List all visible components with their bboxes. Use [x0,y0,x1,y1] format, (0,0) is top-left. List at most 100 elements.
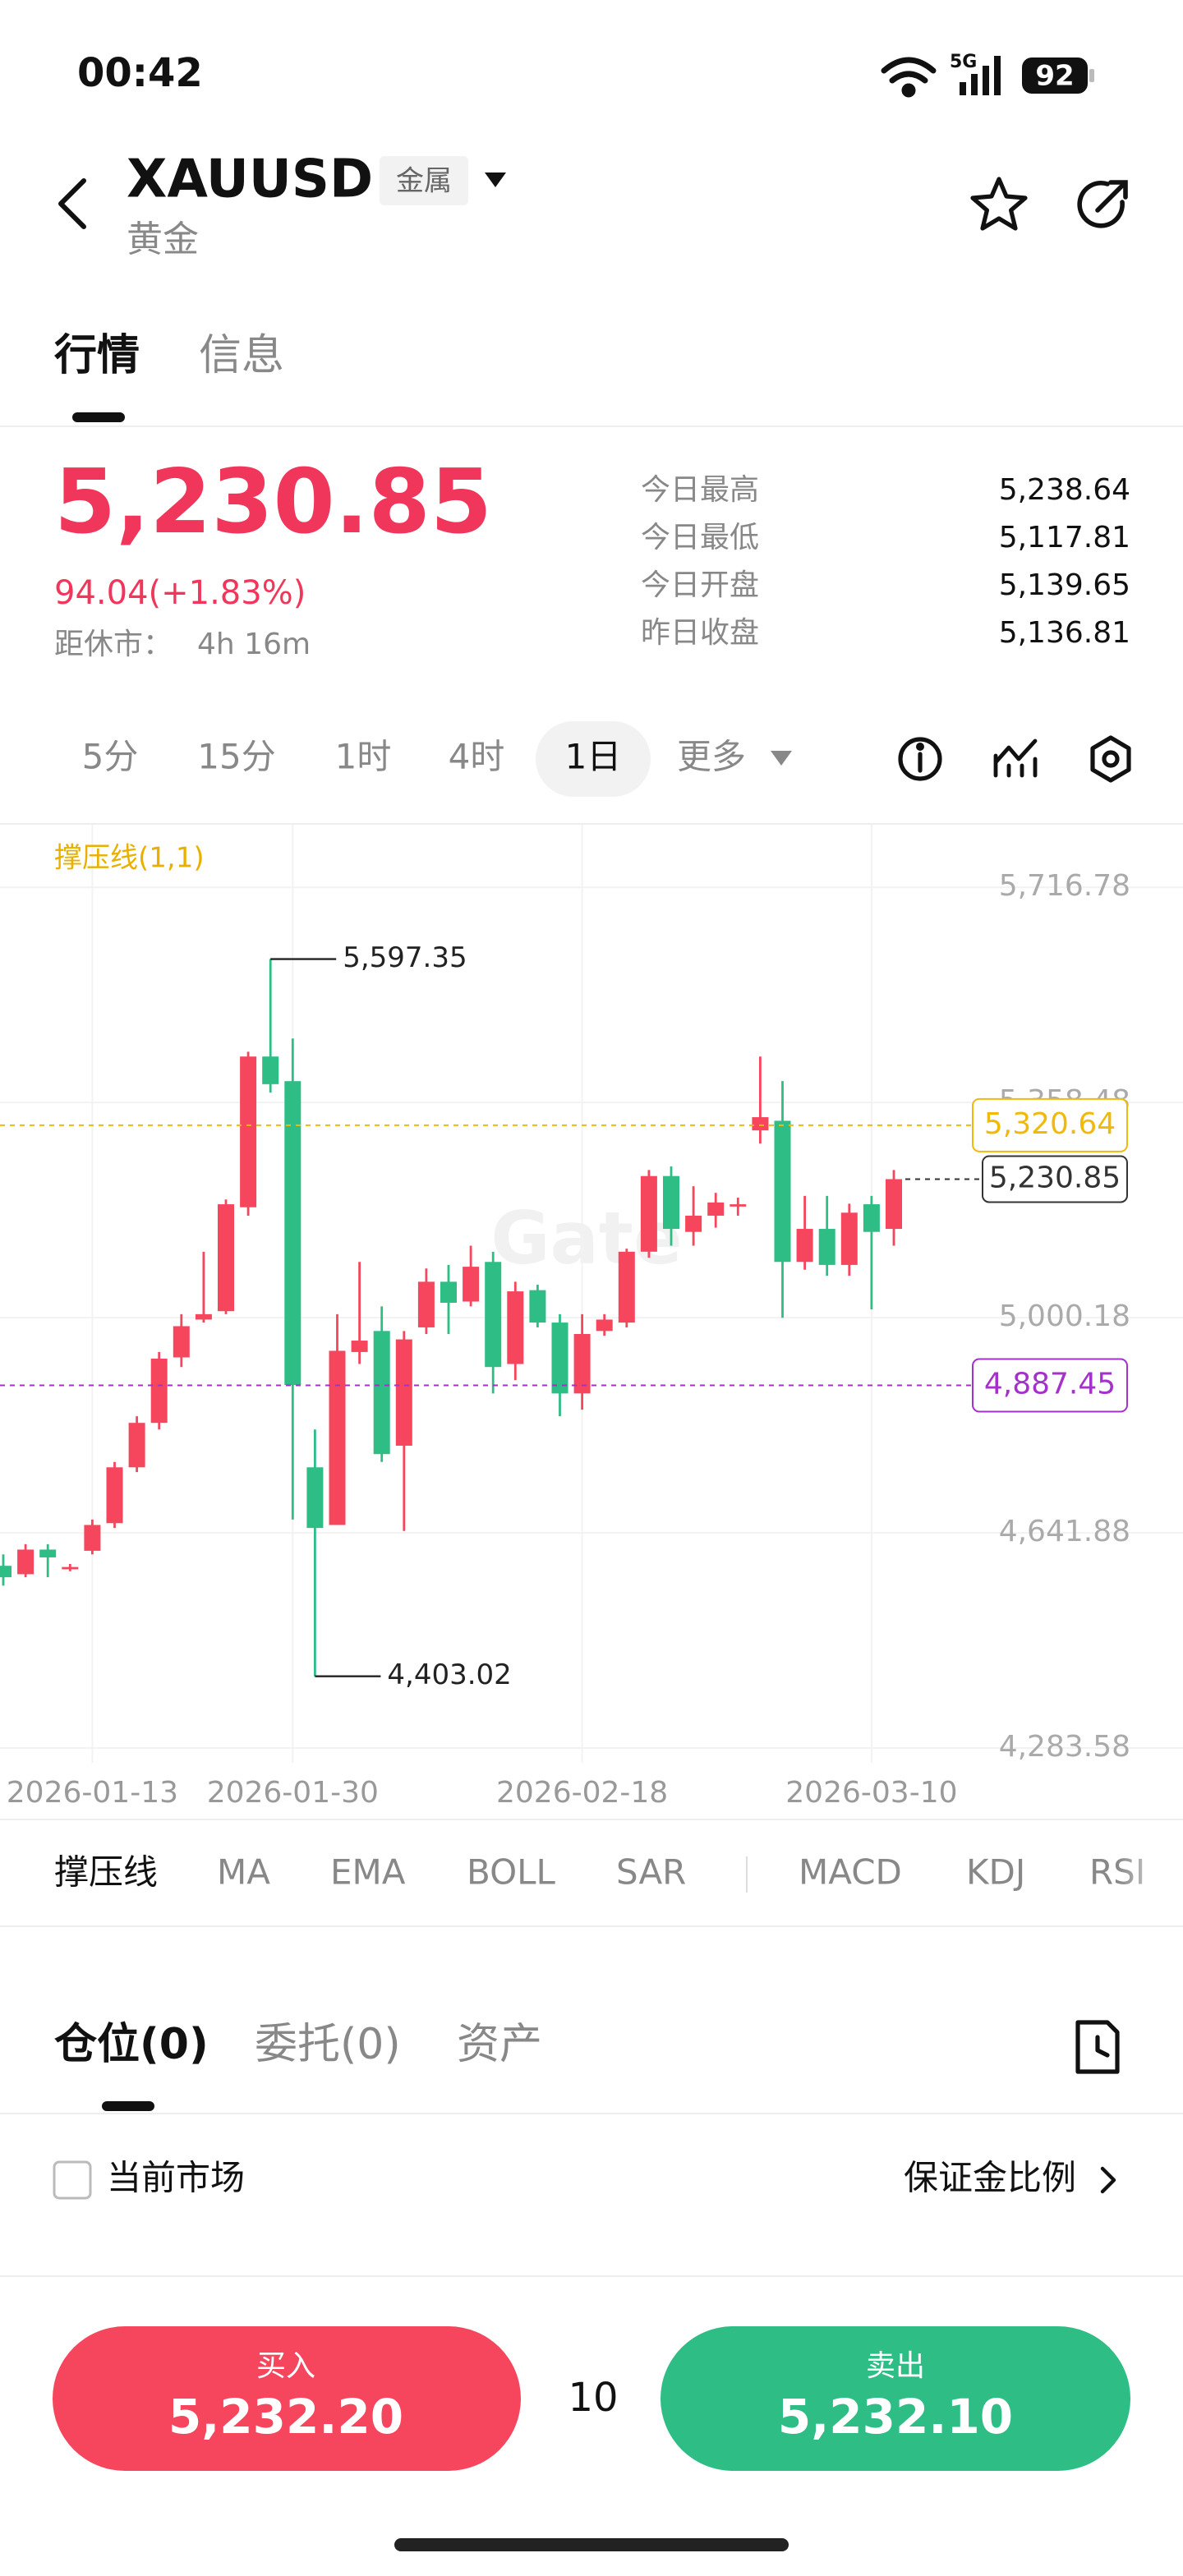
buy-button[interactable] [53,2326,521,2471]
candle-body [685,1215,702,1232]
last-price: 5,230.85 [54,451,492,554]
x-tick-label: 2026-03-10 [785,1776,957,1810]
candle-body [663,1175,679,1230]
tab-indicator [72,412,125,422]
market-checkbox[interactable] [53,2160,92,2200]
candle-body [840,1212,858,1265]
candle-body [39,1549,57,1557]
share-button[interactable] [1077,180,1128,228]
stat-value: 5,136.81 [999,616,1130,650]
divider [0,823,1183,825]
status-time: 00:42 [77,50,203,96]
timeframe[interactable]: 4时 [449,737,505,777]
indicator-tab[interactable]: KDJ [966,1852,1025,1893]
battery-tip [1089,69,1094,82]
candle-body [173,1326,190,1358]
indicator-tab[interactable]: EMA [330,1852,406,1893]
candle-body [529,1290,546,1323]
history-button[interactable] [1075,2020,1120,2074]
y-tick-label: 5,000.18 [999,1300,1130,1333]
settings-button[interactable] [1090,735,1131,783]
tab[interactable]: 信息 [199,331,284,380]
separator [746,1856,748,1893]
min-annotation-label: 4,403.02 [387,1658,511,1691]
favorite-button[interactable] [970,177,1028,231]
close-time: 4h 16m [197,628,311,661]
more-arrow [771,751,792,766]
position-tab[interactable]: 委托(0) [255,2020,401,2069]
signal-icon [960,56,1001,95]
filter-label: 当前市场 [107,2158,245,2198]
timeframe-active[interactable]: 1日 [565,737,622,777]
network-type: 5G [950,52,977,72]
divider [0,1925,1183,1927]
candle-body [128,1423,145,1468]
symbol-dropdown[interactable] [485,172,506,187]
x-tick-label: 2026-02-18 [496,1776,668,1810]
sell-button[interactable] [661,2326,1130,2471]
timeframe[interactable]: 5分 [82,737,139,777]
timeframe[interactable]: 15分 [197,737,275,777]
y-tick-label: 5,716.78 [999,869,1130,903]
candle-body [573,1333,591,1394]
candle-body [62,1566,79,1570]
indicator-tab[interactable]: MA [217,1852,270,1893]
candle-body [596,1319,613,1332]
candle-body [485,1262,502,1368]
quantity[interactable]: 10 [568,2375,618,2421]
candle-body [351,1341,368,1352]
battery [1022,58,1088,94]
tab-active[interactable]: 行情 [54,331,140,380]
indicator-tab[interactable]: BOLL [467,1852,556,1893]
max-annotation-label: 5,597.35 [343,941,467,974]
candle-body [640,1175,657,1252]
buy-label: 买入 [256,2349,315,2383]
candle-body [0,1566,12,1578]
price-change: 94.04(+1.83%) [54,574,306,612]
y-tick-label: 4,283.58 [999,1730,1130,1764]
divider [0,2113,1183,2114]
candlestick-chart: Gate 2026-01-13 2026-01-30 2026-02-18 2026-0… [0,825,1183,1810]
position-tab-indicator [102,2101,154,2111]
last-price-box [982,1155,1128,1203]
home-indicator [394,2538,789,2551]
candle-body [84,1525,101,1551]
back-button[interactable] [58,178,86,229]
indicator-tab[interactable]: SAR [616,1852,686,1893]
candle-body [774,1120,791,1263]
stat-value: 5,238.64 [999,473,1130,507]
info-button[interactable] [898,737,942,781]
candle-body [150,1358,168,1424]
candle-body [796,1229,813,1263]
candle-body [618,1251,635,1323]
candle-body [417,1281,435,1327]
candle-body [195,1313,212,1320]
candle-body [218,1204,234,1312]
candle-body [707,1202,725,1216]
x-tick-label: 2026-01-13 [7,1776,178,1810]
indicator-tab-active[interactable]: 撑压线 [54,1852,158,1893]
scroll-fade [1117,1840,1183,1909]
candle-body [284,1081,302,1386]
divider [0,2275,1183,2277]
timeframe-more[interactable]: 更多 [677,737,746,777]
plot-area: Gate [0,825,1183,1763]
indicator-button[interactable] [993,738,1038,778]
level-label-box [972,1358,1128,1413]
close-label: 距休市： [54,628,173,661]
symbol-name: 黄金 [127,218,199,260]
symbol: XAUUSD [127,150,373,210]
candle-body [329,1350,346,1525]
timeframe[interactable]: 1时 [335,737,392,777]
candle-body [507,1291,524,1364]
candle-body [106,1467,123,1524]
position-tab-active[interactable]: 仓位(0) [54,2020,209,2069]
indicator-tab[interactable]: MACD [799,1852,902,1893]
margin-ratio-link[interactable]: 保证金比例 [904,2158,1076,2198]
indicator-legend: 撑压线(1,1) [54,842,205,875]
position-tab[interactable]: 资产 [457,2020,542,2069]
sell-price: 5,232.10 [778,2389,1013,2445]
candle-body [752,1117,769,1131]
